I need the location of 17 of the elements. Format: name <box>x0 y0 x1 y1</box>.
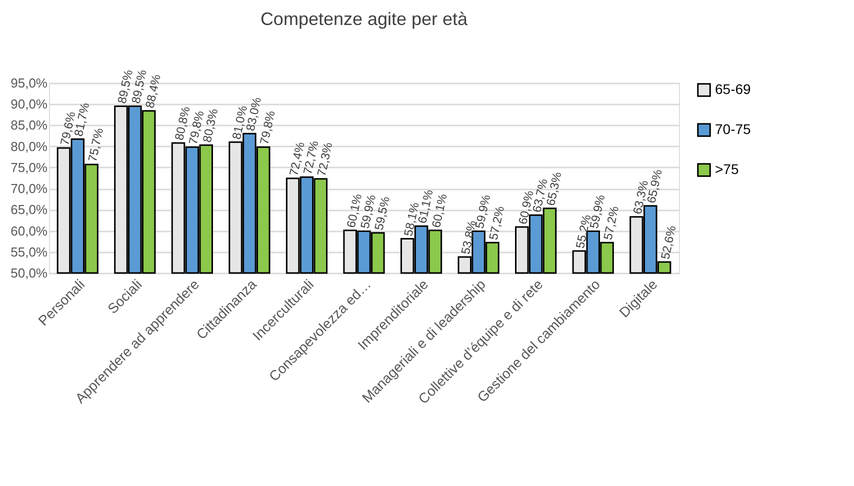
y-tick-label: 50,0% <box>10 266 48 280</box>
y-tick-label: 90,0% <box>10 96 48 112</box>
chart-title: Competenze agite per età <box>260 8 469 29</box>
legend-label: 70-75 <box>715 121 752 137</box>
y-tick-label: 55,0% <box>10 244 48 260</box>
legend-label: 65-69 <box>715 81 752 97</box>
data-label: 52,6% <box>658 224 679 261</box>
y-tick-label: 75,0% <box>10 160 48 175</box>
legend-label: >75 <box>715 161 739 177</box>
y-tick-label: 70,0% <box>10 181 48 196</box>
y-tick-label: 85,0% <box>10 118 48 133</box>
y-tick-label: 60,0% <box>10 223 48 238</box>
y-tick-label: 95,0% <box>10 76 48 90</box>
data-label: 79,8% <box>257 109 278 146</box>
y-tick-label: 65,0% <box>10 202 48 218</box>
y-tick-label: 80,0% <box>10 138 48 154</box>
data-label: 75,7% <box>85 126 106 164</box>
